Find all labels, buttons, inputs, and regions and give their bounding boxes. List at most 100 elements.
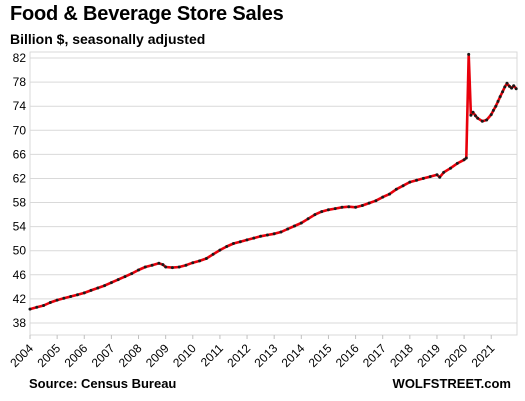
x-tick-label: 2021 bbox=[469, 341, 498, 370]
x-tick-label: 2004 bbox=[7, 341, 36, 370]
x-tick-label: 2015 bbox=[306, 341, 335, 370]
data-point bbox=[48, 301, 52, 304]
data-point bbox=[313, 213, 317, 217]
data-point bbox=[507, 84, 511, 88]
data-point bbox=[35, 305, 39, 309]
brand-label: WOLFSTREET.com bbox=[392, 376, 511, 391]
data-point bbox=[428, 175, 432, 179]
data-point bbox=[42, 304, 46, 307]
data-point bbox=[62, 296, 66, 300]
data-point bbox=[347, 205, 351, 209]
data-point bbox=[123, 275, 127, 279]
data-point bbox=[265, 233, 269, 237]
data-point bbox=[360, 204, 364, 207]
data-point bbox=[299, 221, 303, 225]
data-point bbox=[455, 161, 459, 165]
x-tick-label: 2013 bbox=[252, 341, 281, 370]
x-tick-label: 2019 bbox=[414, 341, 443, 370]
data-point bbox=[55, 298, 59, 302]
data-point bbox=[354, 205, 358, 209]
data-point bbox=[225, 245, 229, 248]
x-tick-label: 2020 bbox=[441, 341, 470, 370]
chart-title: Food & Beverage Store Sales bbox=[10, 3, 284, 25]
data-point bbox=[232, 242, 235, 245]
data-point bbox=[381, 195, 385, 199]
data-point bbox=[103, 284, 107, 288]
data-point bbox=[76, 293, 79, 297]
y-tick-label: 62 bbox=[13, 171, 27, 185]
y-tick-label: 50 bbox=[13, 244, 27, 258]
data-point bbox=[306, 217, 310, 221]
data-point bbox=[388, 192, 391, 196]
data-point bbox=[286, 227, 290, 231]
data-point bbox=[116, 278, 120, 282]
y-tick-label: 66 bbox=[13, 147, 27, 161]
data-point bbox=[438, 175, 442, 179]
y-tick-label: 46 bbox=[13, 268, 27, 282]
data-point bbox=[408, 180, 412, 184]
data-point bbox=[435, 173, 439, 177]
data-point bbox=[211, 252, 215, 256]
data-point bbox=[82, 291, 86, 295]
data-point bbox=[514, 87, 518, 91]
data-point bbox=[474, 114, 477, 118]
y-tick-label: 74 bbox=[13, 99, 27, 113]
data-point bbox=[96, 286, 100, 290]
data-point bbox=[218, 248, 222, 252]
data-point bbox=[494, 104, 498, 108]
data-point bbox=[238, 240, 242, 244]
data-point bbox=[198, 259, 202, 263]
y-tick-label: 70 bbox=[13, 123, 27, 137]
data-point bbox=[498, 95, 502, 99]
x-tick-label: 2011 bbox=[198, 341, 226, 369]
data-point bbox=[293, 224, 296, 228]
data-point bbox=[326, 208, 330, 212]
data-point bbox=[480, 119, 484, 123]
data-point bbox=[489, 113, 493, 117]
y-tick-label: 58 bbox=[13, 196, 27, 210]
data-point bbox=[367, 201, 371, 205]
data-point bbox=[505, 81, 509, 85]
data-point bbox=[374, 199, 378, 203]
data-point bbox=[170, 266, 174, 270]
x-tick-label: 2018 bbox=[387, 341, 416, 370]
data-point bbox=[272, 232, 276, 236]
data-point bbox=[421, 176, 425, 180]
data-point bbox=[259, 234, 263, 238]
data-point bbox=[485, 118, 489, 122]
plot-area bbox=[29, 51, 518, 336]
y-tick-label: 42 bbox=[13, 292, 27, 306]
data-point bbox=[512, 84, 516, 88]
y-tick-label: 38 bbox=[13, 316, 27, 330]
x-tick-label: 2008 bbox=[116, 341, 145, 370]
x-axis-ticks: 2004200520062007200820092010201120122013… bbox=[7, 335, 498, 370]
data-point bbox=[462, 158, 466, 162]
x-tick-label: 2007 bbox=[89, 341, 118, 370]
series-group bbox=[28, 52, 518, 311]
data-point bbox=[320, 210, 324, 214]
data-point bbox=[161, 263, 165, 267]
data-point bbox=[467, 52, 471, 56]
chart-subtitle: Billion $, seasonally adjusted bbox=[10, 31, 206, 47]
data-point bbox=[464, 156, 468, 160]
data-point bbox=[333, 207, 337, 211]
data-point bbox=[476, 116, 480, 120]
y-axis-ticks: 38 42 46 50 54 58 62 66 70 74 78 82 bbox=[13, 51, 27, 330]
x-tick-label: 2012 bbox=[224, 341, 253, 370]
data-point bbox=[496, 99, 500, 103]
y-tick-label: 54 bbox=[13, 220, 27, 234]
data-point bbox=[28, 307, 32, 311]
data-point bbox=[191, 261, 195, 265]
data-point bbox=[471, 110, 475, 114]
data-point bbox=[177, 265, 181, 269]
data-point bbox=[415, 178, 419, 182]
y-tick-label: 82 bbox=[13, 51, 27, 65]
data-point bbox=[184, 263, 188, 267]
x-tick-label: 2016 bbox=[333, 341, 362, 370]
data-point bbox=[469, 113, 473, 117]
x-tick-label: 2005 bbox=[34, 341, 63, 370]
data-point bbox=[503, 85, 507, 89]
data-point bbox=[510, 86, 514, 90]
data-point bbox=[109, 281, 113, 285]
